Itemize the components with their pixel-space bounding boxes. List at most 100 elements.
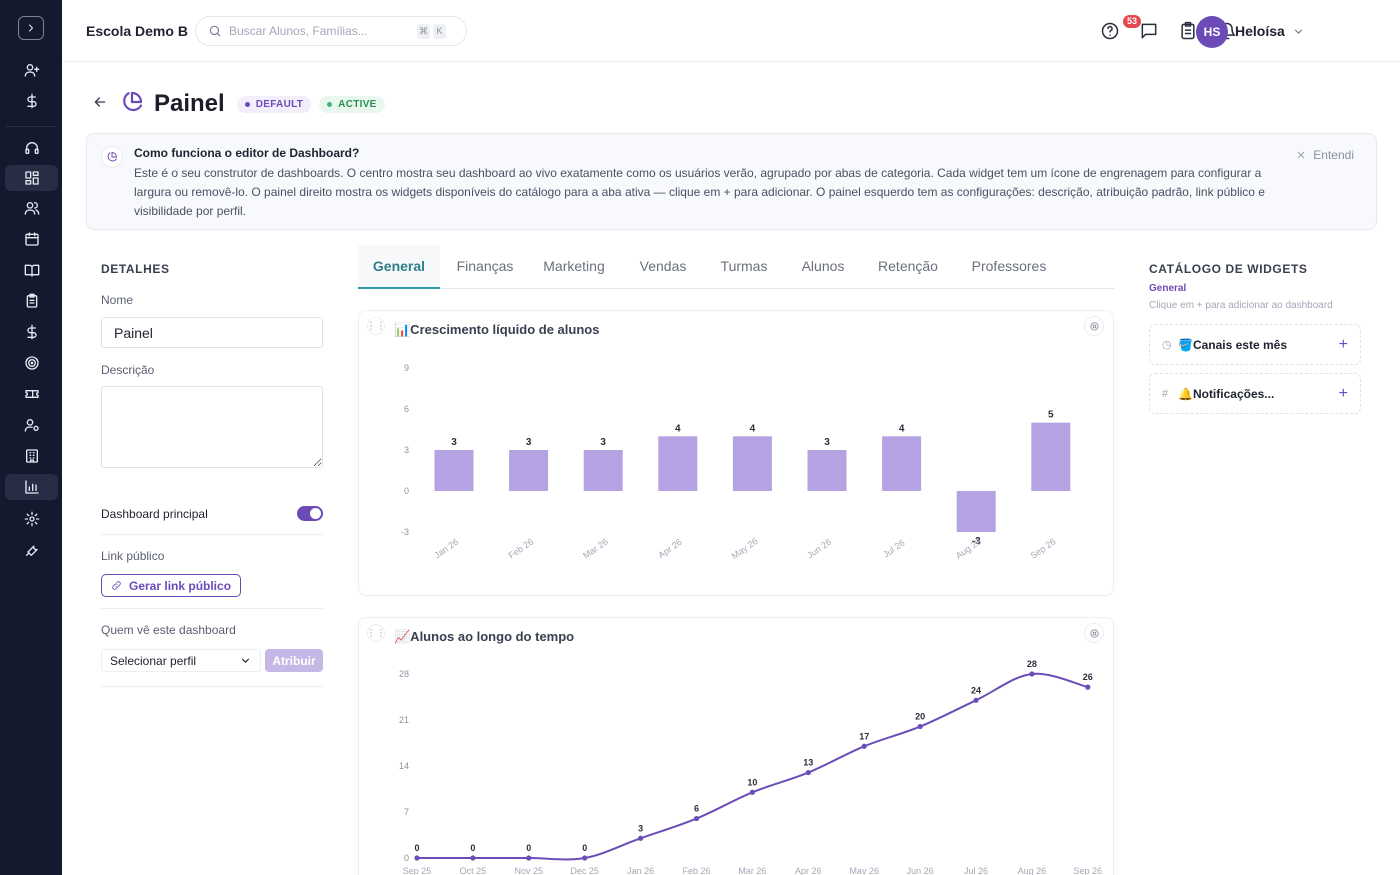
sidebar-item-people[interactable] bbox=[5, 195, 58, 221]
tab-vendas[interactable]: Vendas bbox=[639, 258, 687, 274]
widget-title: 📊Crescimento líquido de alunos bbox=[394, 322, 600, 337]
data-point bbox=[414, 855, 420, 861]
bar bbox=[434, 450, 474, 491]
banner-dismiss-button[interactable]: Entendi bbox=[1296, 148, 1354, 162]
x-tick-label: Nov 25 bbox=[515, 866, 544, 875]
x-tick-label: Jul 26 bbox=[881, 538, 906, 560]
x-tick-label: Mar 26 bbox=[738, 866, 766, 875]
messages-button[interactable] bbox=[1139, 21, 1159, 41]
profile-select-value: Selecionar perfil bbox=[110, 653, 197, 668]
name-input[interactable] bbox=[101, 317, 323, 348]
data-point bbox=[526, 855, 532, 861]
sidebar-divider bbox=[6, 126, 56, 127]
tasks-button[interactable] bbox=[1178, 21, 1198, 41]
catalog-item[interactable]: # 🔔Notificações... + bbox=[1149, 373, 1361, 414]
catalog-title: CATÁLOGO DE WIDGETS bbox=[1149, 262, 1308, 276]
sidebar-item-goals[interactable] bbox=[5, 350, 58, 376]
widget-catalog: CATÁLOGO DE WIDGETS General Clique em + … bbox=[1149, 262, 1361, 414]
widget-students-over-time: 0 7 14 21 28 0 Sep 25 0 Oct 25 0 Nov 25 0 Dec 25 3 Jan… bbox=[358, 617, 1114, 875]
calendar-icon bbox=[24, 232, 39, 246]
data-point bbox=[582, 855, 588, 861]
tab-financas[interactable]: Finanças bbox=[456, 258, 514, 274]
tab-general[interactable]: General bbox=[358, 245, 440, 289]
point-data-label: 26 bbox=[1083, 672, 1093, 682]
page-header: Painel DEFAULT ACTIVE bbox=[92, 88, 385, 120]
sidebar-item-new-student[interactable] bbox=[5, 57, 58, 83]
sidebar-item-courses[interactable] bbox=[5, 257, 58, 283]
sidebar-item-tools[interactable] bbox=[5, 537, 58, 563]
x-tick-label: Mar 26 bbox=[581, 536, 610, 560]
x-tick-label: Dec 25 bbox=[570, 866, 599, 875]
x-tick-label: Apr 26 bbox=[795, 866, 822, 875]
generate-public-link-button[interactable]: Gerar link público bbox=[101, 574, 242, 597]
tab-marketing[interactable]: Marketing bbox=[543, 258, 605, 274]
description-label: Descrição bbox=[101, 363, 155, 377]
tab-retencao[interactable]: Retenção bbox=[878, 258, 938, 274]
drag-handle-icon[interactable]: ⋮⋮ bbox=[366, 624, 386, 642]
widget-settings-button[interactable] bbox=[1084, 316, 1104, 336]
sidebar-item-calendar[interactable] bbox=[5, 226, 58, 252]
main-dashboard-row: Dashboard principal bbox=[101, 506, 323, 521]
sidebar-toggle-button[interactable] bbox=[18, 16, 44, 40]
point-data-label: 13 bbox=[803, 758, 813, 768]
bar-data-label: 4 bbox=[899, 423, 905, 434]
sidebar-item-teachers[interactable] bbox=[5, 412, 58, 438]
assign-button[interactable]: Atribuir bbox=[265, 649, 323, 672]
profile-select[interactable]: Selecionar perfil bbox=[101, 649, 261, 672]
x-tick-label: Feb 26 bbox=[682, 866, 710, 875]
tab-alunos[interactable]: Alunos bbox=[801, 258, 845, 274]
back-button[interactable] bbox=[92, 94, 108, 115]
bar-chart: -3 0 3 6 9 3 Jan 26 3 Feb 26 3 Mar 26 4 Apr 26 4 May 2… bbox=[401, 363, 1071, 561]
bar-data-label: -3 bbox=[972, 536, 981, 547]
tab-turmas[interactable]: Turmas bbox=[720, 258, 768, 274]
tab-professores[interactable]: Professores bbox=[971, 258, 1047, 274]
x-tick-label: Jan 26 bbox=[432, 537, 460, 561]
description-input[interactable] bbox=[101, 386, 323, 468]
sidebar-item-tasks[interactable] bbox=[5, 288, 58, 314]
sidebar-item-finance[interactable] bbox=[5, 319, 58, 345]
add-widget-button[interactable]: + bbox=[1338, 384, 1348, 402]
dollar-icon bbox=[26, 324, 37, 340]
pie-icon: ◷ bbox=[1162, 339, 1172, 351]
main-dashboard-toggle[interactable] bbox=[297, 506, 323, 521]
public-link-label: Link público bbox=[101, 549, 165, 563]
users-icon bbox=[24, 202, 39, 215]
data-point bbox=[1029, 671, 1035, 677]
x-tick-label: Oct 25 bbox=[460, 866, 487, 875]
dashboard-grid-icon bbox=[24, 171, 39, 185]
catalog-item[interactable]: ◷ 🪣Canais este mês + bbox=[1149, 324, 1361, 365]
catalog-item-label: 🪣Canais este mês bbox=[1178, 337, 1287, 352]
search-input[interactable] bbox=[229, 24, 414, 38]
point-data-label: 24 bbox=[971, 685, 981, 695]
sidebar-item-dashboard[interactable] bbox=[5, 165, 58, 191]
banner-body: Este é o seu construtor de dashboards. O… bbox=[134, 166, 1265, 218]
sidebar-item-support[interactable] bbox=[5, 135, 58, 161]
help-button[interactable] bbox=[1100, 21, 1120, 41]
widget-title: 📈Alunos ao longo do tempo bbox=[394, 629, 575, 644]
sidebar-item-payments[interactable] bbox=[5, 88, 58, 114]
sidebar-item-tickets[interactable] bbox=[5, 381, 58, 407]
y-tick-label: 14 bbox=[399, 761, 409, 771]
user-menu-toggle[interactable] bbox=[1292, 25, 1305, 43]
user-name[interactable]: Heloísa bbox=[1235, 23, 1285, 39]
clipboard-icon bbox=[26, 293, 37, 308]
bar-data-label: 3 bbox=[600, 437, 606, 448]
bar bbox=[732, 436, 772, 491]
bar bbox=[882, 436, 922, 491]
drag-handle-icon[interactable]: ⋮⋮ bbox=[366, 317, 386, 335]
sidebar-item-settings[interactable] bbox=[5, 506, 58, 532]
point-data-label: 20 bbox=[915, 712, 925, 722]
point-data-label: 28 bbox=[1027, 659, 1037, 669]
sidebar-item-school[interactable] bbox=[5, 443, 58, 469]
user-gear-icon bbox=[24, 419, 39, 432]
search-box[interactable]: ⌘K bbox=[195, 16, 467, 46]
widget-settings-button[interactable] bbox=[1084, 623, 1104, 643]
chat-icon bbox=[1141, 23, 1157, 39]
user-avatar[interactable]: HS bbox=[1196, 16, 1228, 48]
x-tick-label: Feb 26 bbox=[507, 536, 536, 560]
add-widget-button[interactable]: + bbox=[1338, 335, 1348, 353]
ticket-icon bbox=[24, 390, 39, 398]
pie-chart-icon bbox=[120, 90, 144, 119]
sidebar-item-reports[interactable] bbox=[5, 474, 58, 500]
x-tick-label: Jul 26 bbox=[964, 866, 988, 875]
